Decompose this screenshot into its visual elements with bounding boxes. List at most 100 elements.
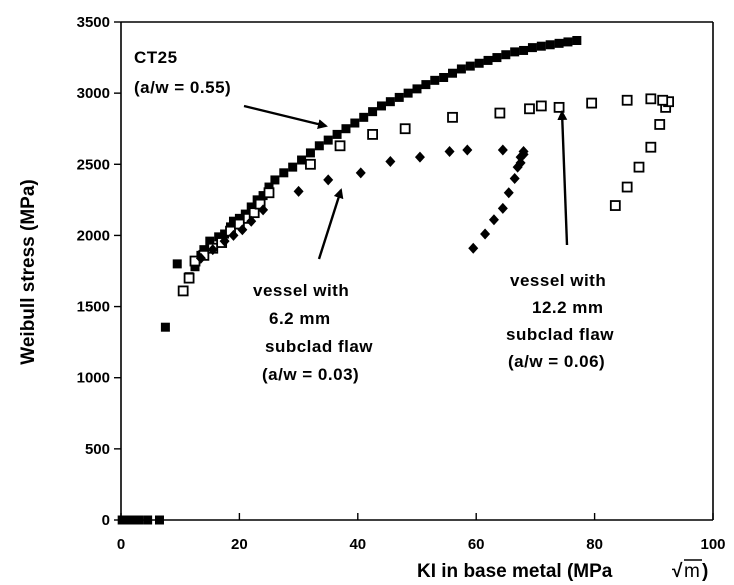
- data-point-open-square: [177, 285, 189, 297]
- data-point-open-square: [553, 101, 565, 113]
- x-tick-label: 20: [231, 536, 248, 553]
- annotation-ct25-line2: (a/w = 0.55): [134, 78, 231, 97]
- arrow-ct25: [243, 104, 328, 129]
- annotation-12mm-line1: vessel with: [510, 271, 606, 290]
- x-axis-title-text: KI in base metal (MPa: [417, 561, 613, 582]
- data-point-filled-diamond: [258, 204, 269, 216]
- data-point-filled-square: [403, 88, 413, 98]
- data-point-open-square: [621, 181, 633, 193]
- annotation-ct25-line1: CT25: [134, 48, 178, 67]
- data-point-filled-square: [297, 155, 307, 165]
- data-point-filled-diamond: [246, 215, 257, 227]
- data-point-filled-square: [279, 168, 289, 178]
- data-point-open-square: [645, 141, 657, 153]
- x-axis-title-root: m: [684, 561, 700, 582]
- annotation-12mm-line2: 12.2 mm: [532, 298, 604, 317]
- data-point-filled-square: [258, 191, 268, 201]
- data-point-filled-square: [510, 47, 520, 57]
- data-point-filled-square: [128, 515, 138, 525]
- annotation-6mm-line3: subclad flaw: [265, 337, 373, 356]
- data-point-filled-square: [228, 216, 238, 226]
- data-point-open-square: [633, 161, 645, 173]
- annotation-12mm-line3: subclad flaw: [506, 325, 614, 344]
- data-point-filled-square: [554, 38, 564, 48]
- annotation-6mm-line2: 6.2 mm: [269, 309, 331, 328]
- data-point-open-square: [367, 129, 379, 140]
- data-point-filled-diamond: [462, 144, 473, 156]
- data-point-open-square: [447, 111, 458, 123]
- axis-ticks: 0 500 1000 1500 2000 2500 3000 3500 0 20 40 60 80 100: [77, 14, 726, 553]
- annotation-6mm-line4: (a/w = 0.03): [262, 365, 359, 384]
- data-point-open-square: [657, 94, 669, 106]
- data-point-open-square: [334, 140, 346, 152]
- annotation-12mm-line4: (a/w = 0.06): [508, 352, 605, 371]
- data-point-filled-square: [264, 182, 274, 192]
- data-point-filled-square: [448, 68, 458, 78]
- data-point-filled-diamond: [385, 155, 396, 167]
- x-tick-label: 100: [700, 536, 725, 553]
- data-point-filled-square: [439, 72, 449, 82]
- data-point-open-square: [399, 123, 411, 135]
- data-point-filled-diamond: [293, 185, 304, 197]
- data-point-filled-square: [246, 202, 256, 212]
- data-point-filled-square: [220, 229, 230, 239]
- data-point-filled-diamond: [488, 214, 499, 226]
- y-axis-title: Weibull stress (MPa): [18, 179, 39, 364]
- data-point-filled-diamond: [414, 151, 425, 163]
- x-tick-label: 60: [468, 536, 485, 553]
- data-point-filled-square: [172, 259, 182, 269]
- data-point-filled-diamond: [480, 228, 491, 240]
- data-point-filled-square: [134, 515, 144, 525]
- data-point-filled-square: [376, 101, 386, 111]
- data-point-filled-diamond: [228, 229, 239, 241]
- arrow-vessel-12mm: [557, 110, 569, 246]
- data-point-filled-square: [368, 107, 378, 117]
- data-point-filled-square: [288, 162, 298, 172]
- data-point-filled-square: [214, 232, 224, 242]
- data-point-filled-square: [394, 92, 404, 102]
- data-point-filled-square: [572, 35, 582, 45]
- data-point-filled-diamond: [497, 202, 508, 214]
- data-point-filled-square: [234, 213, 244, 223]
- data-point-filled-square: [359, 112, 369, 122]
- data-point-filled-diamond: [497, 144, 508, 156]
- data-point-filled-diamond: [323, 174, 334, 186]
- data-point-open-square: [535, 100, 547, 112]
- data-point-filled-square: [160, 322, 170, 332]
- data-point-open-square: [524, 103, 535, 115]
- y-tick-label: 500: [85, 441, 110, 458]
- plot-axes: [120, 21, 714, 521]
- annotation-vessel-6mm: vessel with 6.2 mm subclad flaw (a/w = 0…: [253, 281, 373, 384]
- data-point-filled-square: [143, 515, 153, 525]
- x-tick-label: 40: [349, 536, 366, 553]
- data-point-filled-diamond: [503, 187, 514, 199]
- annotation-6mm-line1: vessel with: [253, 281, 349, 300]
- y-tick-label: 3500: [77, 14, 110, 31]
- data-point-filled-square: [519, 45, 529, 55]
- data-point-open-square: [609, 200, 621, 211]
- x-tick-label: 0: [117, 536, 125, 553]
- data-point-open-square: [263, 187, 275, 199]
- data-point-filled-diamond: [207, 244, 218, 256]
- data-point-filled-square: [154, 515, 164, 525]
- data-point-filled-square: [465, 61, 475, 71]
- y-tick-label: 2500: [77, 156, 110, 173]
- data-point-filled-diamond: [509, 173, 520, 185]
- data-points: [117, 35, 674, 525]
- data-point-open-square: [248, 207, 260, 219]
- data-point-open-square: [183, 272, 195, 284]
- x-axis-title-close: ): [702, 561, 708, 582]
- y-tick-label: 1000: [77, 370, 110, 387]
- data-point-open-square: [305, 158, 316, 170]
- data-point-filled-diamond: [518, 148, 529, 160]
- x-tick-label: 80: [586, 536, 603, 553]
- data-point-filled-square: [350, 118, 360, 128]
- data-point-filled-square: [323, 135, 333, 145]
- data-point-filled-square: [305, 148, 315, 158]
- data-point-filled-square: [190, 262, 200, 272]
- data-point-filled-square: [536, 41, 546, 51]
- data-point-open-square: [586, 97, 598, 109]
- data-point-filled-square: [456, 64, 466, 74]
- data-point-open-square: [494, 107, 506, 119]
